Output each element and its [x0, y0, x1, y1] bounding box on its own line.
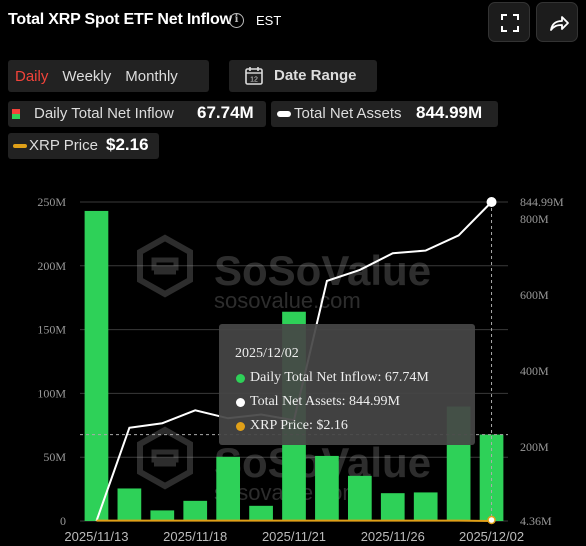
y-left-tick-label: 150M [37, 323, 66, 337]
watermark-logo-icon-2 [137, 426, 193, 490]
y-left-tick-label: 100M [37, 386, 66, 400]
tooltip-inflow: Daily Total Net Inflow: 67.74M [250, 370, 429, 385]
inflow-bar [84, 210, 109, 521]
inflow-bar [150, 510, 175, 521]
inflow-bar [347, 475, 372, 521]
y-right-tick-label: 400M [520, 364, 549, 378]
inflow-bar [183, 500, 208, 521]
timezone-label: EST [256, 13, 282, 28]
daily-inflow-value: 67.74M [197, 103, 254, 122]
tooltip-inflow-dot [236, 374, 245, 383]
y-right-tick-label: 600M [520, 288, 549, 302]
y-right-tick-label: 800M [520, 212, 549, 226]
calendar-icon: 12 [245, 67, 263, 85]
date-range-button[interactable]: 12 Date Range [229, 60, 377, 92]
tooltip-date: 2025/12/02 [235, 346, 299, 361]
y-right-tick-label: 844.99M [520, 195, 564, 209]
y-left-tick-label: 50M [43, 450, 66, 464]
net-assets-marker [486, 197, 497, 207]
daily-inflow-pill: Daily Total Net Inflow 67.74M [8, 101, 266, 127]
inflow-bar [216, 456, 241, 521]
date-range-label: Date Range [274, 67, 357, 84]
tab-monthly[interactable]: Monthly [125, 67, 178, 85]
xrp-price-pill: XRP Price $2.16 [8, 133, 159, 159]
share-icon [550, 16, 569, 31]
bar-legend-icon [12, 109, 20, 119]
fullscreen-icon [501, 14, 519, 32]
x-tick-label: 2025/11/21 [262, 529, 326, 544]
tooltip-price-dot [236, 422, 245, 431]
net-assets-label: Total Net Assets [294, 105, 402, 122]
y-left-tick-label: 250M [37, 195, 66, 209]
xrp-price-label: XRP Price [29, 137, 98, 154]
price-legend-icon [13, 144, 27, 148]
x-tick-label: 2025/12/02 [459, 529, 524, 544]
price-marker [487, 515, 496, 525]
chart-tooltip: 2025/12/02 Daily Total Net Inflow: 67.74… [219, 324, 475, 445]
period-selector: Daily Weekly Monthly [8, 60, 209, 92]
svg-text:12: 12 [250, 77, 258, 84]
tooltip-assets: Total Net Assets: 844.99M [250, 394, 400, 409]
tooltip-assets-dot [236, 398, 245, 407]
tab-weekly[interactable]: Weekly [62, 67, 112, 85]
inflow-bar [315, 455, 339, 521]
x-tick-label: 2025/11/18 [163, 529, 227, 544]
x-tick-label: 2025/11/26 [361, 529, 425, 544]
info-icon[interactable]: i [229, 13, 244, 28]
y-left-tick-label: 200M [37, 259, 66, 273]
watermark-brand: SoSoValue [214, 247, 431, 294]
inflow-bar [380, 493, 405, 521]
xrp-price-value: $2.16 [106, 135, 149, 154]
share-button[interactable] [536, 2, 578, 42]
inflow-bar [413, 492, 438, 521]
tooltip-price: XRP Price: $2.16 [250, 418, 348, 433]
fullscreen-button[interactable] [488, 2, 530, 42]
watermark-logo-icon [137, 234, 193, 298]
daily-inflow-label: Daily Total Net Inflow [34, 105, 174, 122]
line-legend-icon [277, 111, 291, 117]
inflow-bar [479, 434, 504, 521]
inflow-bar [249, 505, 273, 521]
x-tick-label: 2025/11/13 [64, 529, 128, 544]
tab-daily[interactable]: Daily [15, 67, 49, 85]
chart-title: Total XRP Spot ETF Net Inflow [8, 11, 232, 28]
watermark-url: sosovalue.com [214, 288, 361, 313]
y-left-tick-label: 0 [60, 514, 66, 528]
inflow-bar [117, 488, 142, 521]
y-right-tick-label: 4.36M [520, 514, 552, 528]
y-right-tick-label: 200M [520, 440, 549, 454]
net-assets-pill: Total Net Assets 844.99M [271, 101, 498, 127]
net-assets-value: 844.99M [416, 103, 483, 122]
